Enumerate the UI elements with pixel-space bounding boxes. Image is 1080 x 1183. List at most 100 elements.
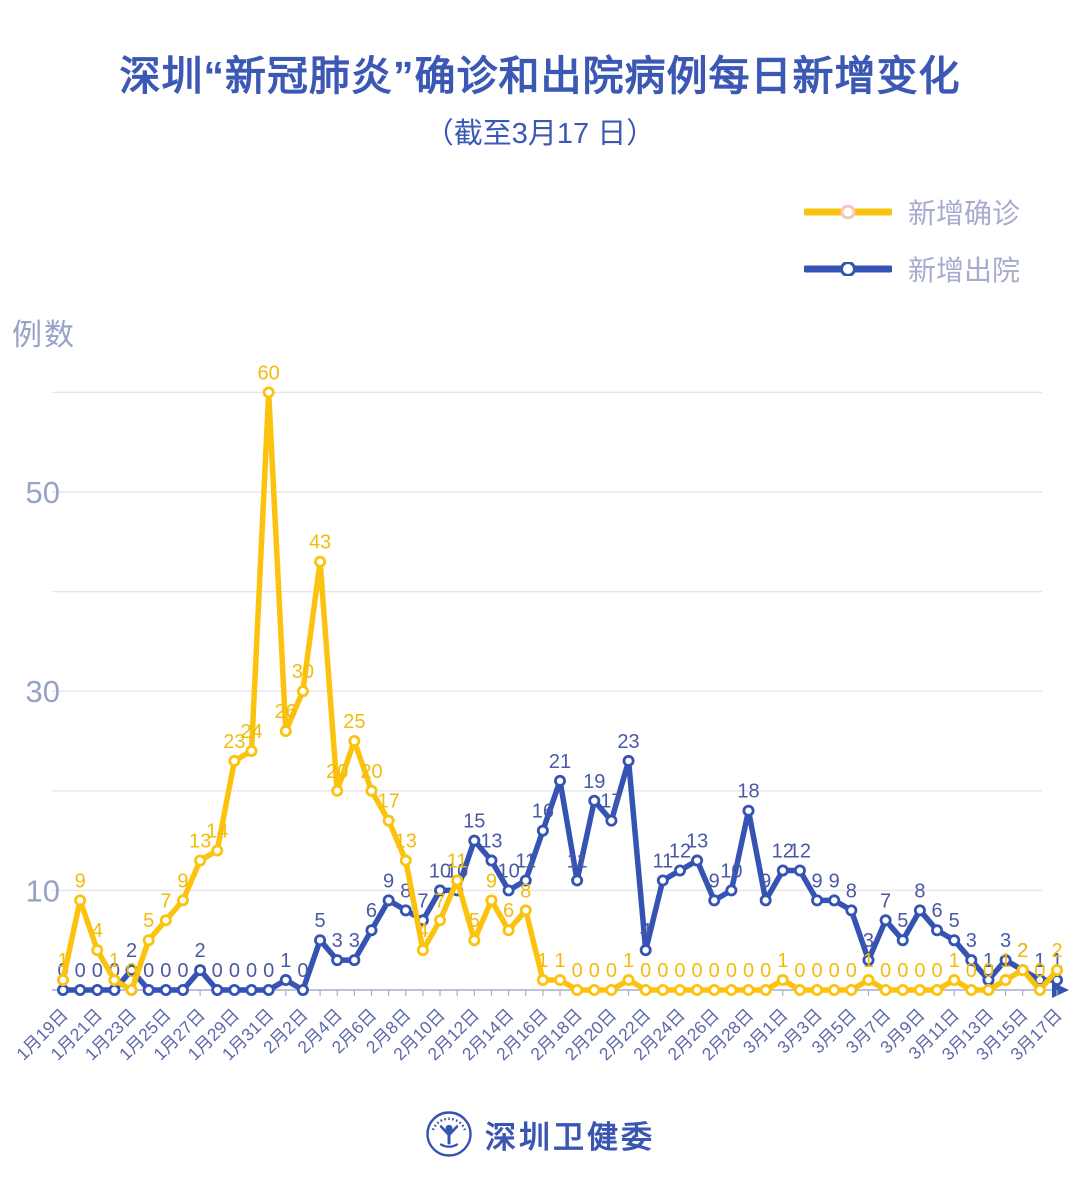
data-label: 1 bbox=[280, 950, 291, 972]
gridlines bbox=[52, 391, 1042, 892]
data-point-marker bbox=[365, 784, 378, 797]
data-point-marker bbox=[314, 555, 327, 568]
legend-item-discharged: 新增出院 bbox=[803, 249, 1020, 289]
data-point-marker bbox=[622, 974, 635, 987]
data-label: 13 bbox=[395, 831, 417, 853]
data-point-marker bbox=[91, 944, 104, 957]
data-point-marker bbox=[1033, 984, 1046, 997]
data-point-marker bbox=[74, 894, 87, 907]
data-label: 60 bbox=[258, 362, 280, 384]
data-label: 1 bbox=[623, 950, 634, 972]
data-label: 17 bbox=[600, 791, 622, 813]
data-label: 12 bbox=[789, 840, 811, 862]
data-point-marker bbox=[142, 934, 155, 947]
data-point-marker bbox=[331, 784, 344, 797]
data-point-marker bbox=[108, 974, 121, 987]
data-point-marker bbox=[434, 884, 447, 897]
data-point-marker bbox=[142, 984, 155, 997]
data-label: 0 bbox=[109, 960, 120, 982]
data-label: 0 bbox=[897, 960, 908, 982]
x-axis-tick-labels: 1月19日1月21日1月23日1月25日1月27日1月29日1月31日2月2日2… bbox=[12, 1005, 1066, 1065]
data-point-marker bbox=[742, 804, 755, 817]
data-label: 0 bbox=[983, 960, 994, 982]
data-label: 0 bbox=[126, 960, 137, 982]
data-point-marker bbox=[673, 864, 686, 877]
data-label: 8 bbox=[914, 880, 925, 902]
data-label: 20 bbox=[326, 761, 348, 783]
data-label: 0 bbox=[1034, 960, 1045, 982]
data-label: 0 bbox=[692, 960, 703, 982]
data-point-marker bbox=[314, 934, 327, 947]
data-point-marker bbox=[571, 874, 584, 887]
data-point-marker bbox=[931, 924, 944, 937]
data-point-marker bbox=[845, 984, 858, 997]
data-label: 9 bbox=[760, 870, 771, 892]
data-point-marker bbox=[605, 814, 618, 827]
data-label: 23 bbox=[223, 731, 245, 753]
data-point-marker bbox=[262, 984, 275, 997]
data-label: 0 bbox=[674, 960, 685, 982]
data-point-marker bbox=[519, 904, 532, 917]
data-label: 0 bbox=[263, 960, 274, 982]
footer-text: 深圳卫健委 bbox=[485, 1119, 655, 1155]
data-point-marker bbox=[1051, 964, 1064, 977]
data-point-marker bbox=[536, 824, 549, 837]
data-point-marker bbox=[194, 854, 207, 867]
data-point-marker bbox=[434, 914, 447, 927]
data-label: 5 bbox=[949, 910, 960, 932]
data-point-marker bbox=[862, 974, 875, 987]
data-label: 13 bbox=[189, 831, 211, 853]
data-point-marker bbox=[296, 685, 309, 698]
data-point-marker bbox=[279, 725, 292, 738]
data-label: 16 bbox=[532, 801, 554, 823]
data-label: 43 bbox=[309, 532, 331, 554]
data-label: 0 bbox=[760, 960, 771, 982]
svg-text:30: 30 bbox=[26, 674, 60, 709]
data-label: 10 bbox=[429, 860, 451, 882]
data-point-marker bbox=[176, 894, 189, 907]
svg-text:50: 50 bbox=[26, 475, 60, 510]
data-label: 5 bbox=[315, 910, 326, 932]
data-point-marker bbox=[931, 984, 944, 997]
data-label: 1 bbox=[1000, 950, 1011, 972]
data-label: 1 bbox=[777, 950, 788, 972]
data-label: 1 bbox=[537, 950, 548, 972]
data-point-marker bbox=[828, 984, 841, 997]
data-label: 9 bbox=[812, 870, 823, 892]
data-label: 3 bbox=[1000, 930, 1011, 952]
data-point-marker bbox=[896, 934, 909, 947]
data-label: 2 bbox=[1051, 940, 1062, 962]
data-point-marker bbox=[759, 984, 772, 997]
data-label: 0 bbox=[246, 960, 257, 982]
data-point-marker bbox=[519, 874, 532, 887]
data-point-marker bbox=[485, 894, 498, 907]
data-label: 1 bbox=[1034, 950, 1045, 972]
data-point-marker bbox=[348, 735, 361, 748]
data-label: 13 bbox=[686, 831, 708, 853]
data-label: 0 bbox=[212, 960, 223, 982]
data-label: 9 bbox=[177, 870, 188, 892]
data-label: 5 bbox=[897, 910, 908, 932]
data-label: 12 bbox=[772, 840, 794, 862]
data-point-marker bbox=[416, 944, 429, 957]
data-point-marker bbox=[74, 984, 87, 997]
data-point-marker bbox=[399, 904, 412, 917]
data-label: 18 bbox=[737, 781, 759, 803]
data-point-marker bbox=[176, 984, 189, 997]
data-point-marker bbox=[691, 984, 704, 997]
data-point-marker bbox=[228, 984, 241, 997]
data-point-marker bbox=[948, 934, 961, 947]
data-label: 24 bbox=[240, 721, 262, 743]
data-label: 1 bbox=[983, 950, 994, 972]
data-label: 0 bbox=[743, 960, 754, 982]
data-point-marker bbox=[776, 864, 789, 877]
data-label: 0 bbox=[92, 960, 103, 982]
legend-line-discharged-icon bbox=[803, 262, 892, 276]
data-point-marker bbox=[913, 904, 926, 917]
data-label: 20 bbox=[360, 761, 382, 783]
data-label: 7 bbox=[434, 890, 445, 912]
data-point-marker bbox=[639, 984, 652, 997]
data-label: 0 bbox=[229, 960, 240, 982]
